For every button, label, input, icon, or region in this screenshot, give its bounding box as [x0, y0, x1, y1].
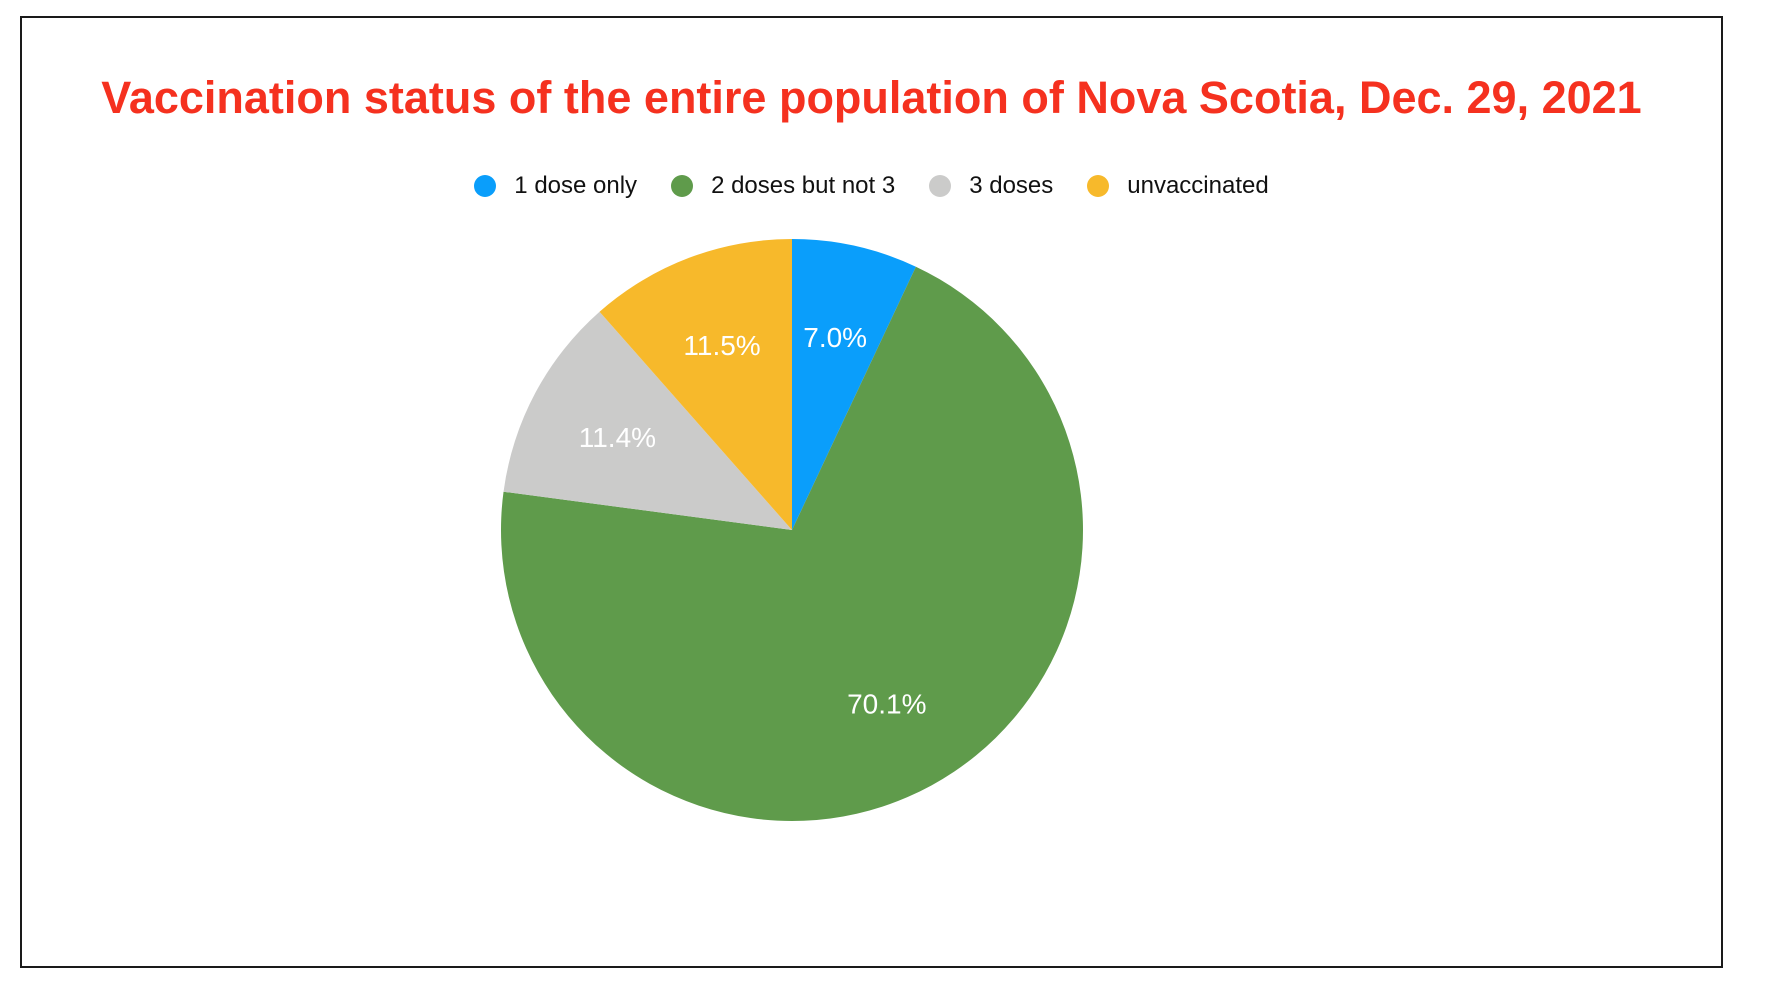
- pie-chart: 7.0% 70.1% 11.4% 11.5%: [500, 239, 1083, 822]
- pie-slice-1-dose-only[interactable]: [792, 239, 916, 530]
- legend-item-1-dose-only[interactable]: 1 dose only: [474, 172, 637, 200]
- pie-slice-2-doses[interactable]: [500, 266, 1083, 822]
- legend: 1 dose only 2 doses but not 3 3 doses un…: [22, 172, 1721, 200]
- legend-item-3-doses[interactable]: 3 doses: [929, 172, 1053, 200]
- legend-label-1-dose-only: 1 dose only: [514, 172, 638, 199]
- legend-swatch-unvaccinated: [1087, 175, 1110, 197]
- pie-slice-unvaccinated[interactable]: [599, 239, 792, 530]
- chart-frame: Vaccination status of the entire populat…: [20, 16, 1723, 968]
- legend-label-unvaccinated: unvaccinated: [1127, 172, 1269, 199]
- legend-label-3-doses: 3 doses: [969, 172, 1054, 199]
- legend-item-2-doses[interactable]: 2 doses but not 3: [671, 172, 895, 200]
- legend-swatch-3-doses: [929, 175, 952, 197]
- pie-slice-3-doses[interactable]: [503, 311, 792, 530]
- pie-label-2-doses: 70.1%: [847, 689, 926, 720]
- legend-swatch-2-doses: [671, 175, 694, 197]
- legend-label-2-doses: 2 doses but not 3: [711, 172, 896, 199]
- pie-label-1-dose-only: 7.0%: [803, 322, 867, 353]
- pie-label-3-doses: 11.4%: [579, 422, 656, 453]
- chart-title: Vaccination status of the entire populat…: [101, 72, 1642, 123]
- pie-label-unvaccinated: 11.5%: [683, 330, 760, 361]
- legend-item-unvaccinated[interactable]: unvaccinated: [1087, 172, 1269, 200]
- legend-swatch-1-dose-only: [474, 175, 497, 197]
